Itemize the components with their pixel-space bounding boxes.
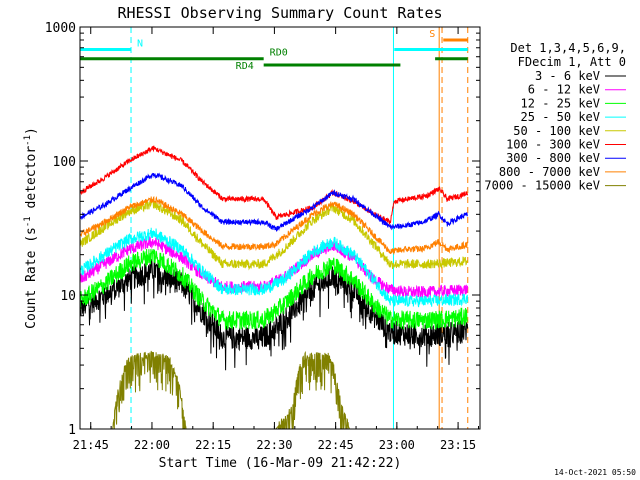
x-axis-label: Start Time (16-Mar-09 21:42:22) — [159, 456, 402, 471]
flag-label-rd0: RD0 — [270, 48, 288, 59]
plot-area: N RD0 RD4 S — [79, 27, 469, 430]
legend-header-line-2: FDecim 1, Att 0 — [518, 55, 626, 69]
legend-label-8: 7000 - 15000 keV — [484, 179, 600, 193]
series-line-7 — [79, 195, 469, 255]
flag-bars: N RD0 RD4 S — [80, 29, 468, 72]
x-tick-label-2: 22:15 — [195, 438, 231, 452]
x-tick-label-4: 22:45 — [318, 438, 354, 452]
legend: Det 1,3,4,5,6,9, FDecim 1, Att 0 3 - 6 k… — [484, 41, 626, 193]
y-tick-label-1: 10 — [60, 289, 76, 304]
series-line-4 — [79, 199, 468, 271]
y-axis-ticks: 1 10 100 1000 — [45, 21, 480, 438]
legend-label-4: 50 - 100 keV — [513, 124, 600, 138]
x-tick-label-6: 23:15 — [440, 438, 476, 452]
x-axis-ticks: 21:45 22:00 22:15 22:30 22:45 23:00 23:15 — [73, 27, 479, 452]
series-line-2 — [79, 248, 469, 331]
series-line-5 — [79, 145, 469, 225]
x-tick-label-1: 22:00 — [134, 438, 170, 452]
y-tick-label-3: 1000 — [45, 21, 76, 36]
flag-label-s: S — [429, 29, 435, 40]
y-tick-label-0: 1 — [68, 423, 76, 438]
series-line-6 — [79, 172, 468, 232]
y-tick-label-2: 100 — [53, 155, 76, 170]
flag-label-rd4: RD4 — [236, 61, 254, 72]
legend-label-6: 300 - 800 keV — [506, 151, 600, 165]
legend-label-0: 3 - 6 keV — [535, 69, 600, 83]
legend-label-5: 100 - 300 keV — [506, 138, 600, 152]
legend-label-2: 12 - 25 keV — [521, 96, 600, 110]
legend-header-line-1: Det 1,3,4,5,6,9, — [510, 41, 626, 55]
generation-timestamp: 14-Oct-2021 05:50 — [554, 468, 636, 477]
x-tick-label-5: 23:00 — [379, 438, 415, 452]
x-tick-label-0: 21:45 — [73, 438, 109, 452]
y-axis-label: Count Rate (s-1 detector-1) — [23, 127, 39, 329]
chart-title: RHESSI Observing Summary Count Rates — [117, 4, 442, 22]
legend-label-7: 800 - 7000 keV — [499, 165, 600, 179]
plot-frame — [79, 26, 481, 430]
legend-label-1: 6 - 12 keV — [528, 83, 600, 97]
flag-label-n: N — [137, 38, 143, 49]
legend-label-3: 25 - 50 keV — [521, 110, 600, 124]
series-line-0 — [79, 258, 469, 371]
series-line-3 — [79, 227, 469, 308]
x-tick-label-3: 22:30 — [256, 438, 292, 452]
